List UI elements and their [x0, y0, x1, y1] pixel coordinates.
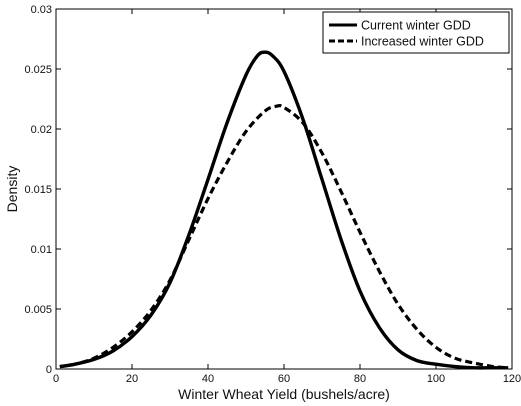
x-tick-label: 100: [427, 373, 445, 385]
series-layer: [59, 50, 509, 370]
y-tick-label: 0.02: [31, 124, 52, 136]
axis-layer: 0 20 40 60 80 100 120 0 0.005 0.01 0.015 0.02 0.025 0…: [24, 4, 521, 385]
legend-label: Increased winter GDD: [361, 35, 484, 49]
x-tick-label: 40: [202, 373, 214, 385]
x-tick-label: 120: [503, 373, 521, 385]
y-tick-label: 0.025: [24, 64, 52, 76]
x-tick-label: 0: [53, 373, 59, 385]
legend: Current winter GDD Increased winter GDD: [322, 11, 510, 54]
legend-label: Current winter GDD: [361, 19, 471, 33]
y-tick-label: 0.015: [24, 184, 52, 196]
y-tick-label: 0.01: [31, 244, 52, 256]
y-tick-label: 0.005: [24, 304, 52, 316]
y-axis-title: Density: [4, 166, 20, 213]
x-tick-label: 60: [278, 373, 290, 385]
y-tick-label: 0: [46, 364, 52, 376]
x-tick-label: 80: [354, 373, 366, 385]
y-tick-label: 0.03: [31, 4, 52, 16]
series-line-current-gdd: [59, 50, 509, 370]
legend-box: [322, 11, 510, 54]
series-line-increased-gdd: [59, 103, 509, 370]
x-axis-title: Winter Wheat Yield (bushels/acre): [178, 386, 390, 402]
plot-area: [55, 8, 513, 370]
x-tick-label: 20: [126, 373, 138, 385]
